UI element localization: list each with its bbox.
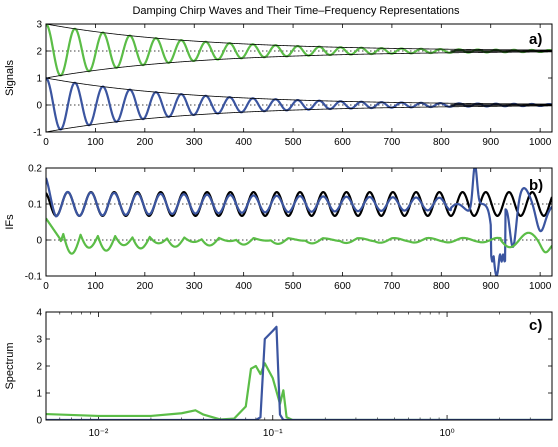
panel-c-ytick-label: 2 [36,362,42,373]
panel-a-xtick-label: 300 [186,137,203,148]
panel-b-xtick-label: 500 [285,281,302,292]
panel-b-label: b) [529,177,543,194]
panel-b-ytick-label: 0.1 [28,200,42,211]
panel-a-ytick-label: 1 [36,74,42,85]
panel-b: b) IFs 0 100 200 300 400 500 600 700 800 900 1000 -… [4,164,553,292]
panel-c-label: c) [529,317,542,334]
panel-c-plot: 0 1 2 3 4 10⁻² 10⁻¹ 10⁰ [36,308,553,439]
panel-a-series-black-envelope_upper [46,24,552,51]
panel-a-xtick-label: 800 [433,137,450,148]
panel-b-plot: 0 100 200 300 400 500 600 700 800 900 1000-0.100.1… [25,164,552,292]
panel-b-ytick-label: 0.2 [28,164,42,175]
panel-b-series-blue [46,168,552,276]
panel-a-xtick-label: 500 [285,137,302,148]
panel-b-xtick-label: 700 [384,281,401,292]
panel-a-xtick-label: 1000 [529,137,552,148]
panel-c-ylabel: Spectrum [4,342,16,389]
panel-a-xtick-label: 600 [334,137,351,148]
figure-title: Damping Chirp Waves and Their Time–Frequ… [132,5,460,17]
panel-b-series-green [46,217,552,255]
panel-c-xtick-label: 10⁻¹ [263,428,283,439]
panel-c-series-blue [46,325,552,420]
panel-b-xtick-label: 600 [334,281,351,292]
panel-b-ytick-label: -0.1 [25,272,43,283]
panel-a-series-black-envelope_lower [46,51,552,79]
panel-b-xtick-label: 200 [136,281,153,292]
panel-c-xtick-label: 10⁻² [89,428,109,439]
panel-a-ytick-label: 0 [36,101,42,112]
panel-b-ytick-label: 0 [36,236,42,247]
panel-a-xtick-label: 700 [384,137,401,148]
panel-a-xtick-label: 100 [87,137,104,148]
panel-b-ylabel: IFs [4,214,16,230]
panel-c: c) Spectrum 0 1 2 3 4 10⁻² 10⁻¹ 10⁰ [4,308,553,439]
panel-a-ytick-label: -1 [33,128,42,139]
panel-a-label: a) [529,31,542,48]
panel-b-xtick-label: 900 [482,281,499,292]
panel-b-xtick-label: 1000 [529,281,552,292]
panel-a: a) Signals 0 100 200 300 400 500 600 700 800 900 1… [4,20,553,148]
panel-c-ytick-label: 0 [36,416,42,427]
panel-a-series-black-envelope_lower [46,105,552,132]
panel-b-xtick-label: 0 [43,281,49,292]
panel-c-ytick-label: 3 [36,335,42,346]
panel-c-xtick-label: 10⁰ [439,428,454,439]
panel-b-xtick-label: 100 [87,281,104,292]
panel-a-ytick-label: 2 [36,47,42,58]
panel-a-xtick-label: 0 [43,137,49,148]
panel-a-series-black-envelope_upper [46,77,552,105]
panel-a-ylabel: Signals [4,59,16,96]
panel-c-series-green [46,362,552,420]
panel-b-xtick-label: 300 [186,281,203,292]
panel-b-xtick-label: 400 [235,281,252,292]
panel-c-ytick-label: 1 [36,389,42,400]
panel-a-xtick-label: 200 [136,137,153,148]
panel-b-xtick-label: 800 [433,281,450,292]
panel-a-xtick-label: 400 [235,137,252,148]
panel-a-xtick-label: 900 [482,137,499,148]
panel-c-ytick-label: 4 [36,308,42,319]
panel-a-ytick-label: 3 [36,20,42,31]
